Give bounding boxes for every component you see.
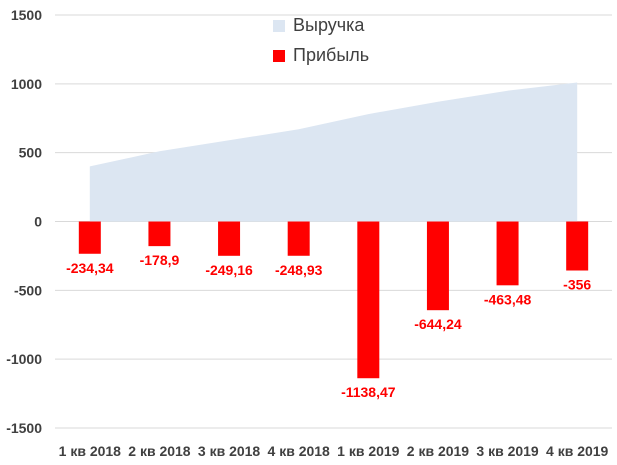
y-tick-label: -1500 bbox=[6, 420, 42, 436]
profit-bar bbox=[566, 221, 589, 271]
x-tick-label: 4 кв 2018 bbox=[268, 443, 331, 459]
profit-data-label: -248,93 bbox=[275, 262, 323, 278]
x-axis: 1 кв 2018 2 кв 2018 3 кв 2018 4 кв 2018 1 кв… bbox=[59, 443, 609, 459]
profit-data-label: -356 bbox=[563, 277, 591, 293]
x-tick-label: 1 кв 2018 bbox=[59, 443, 122, 459]
revenue-area bbox=[89, 82, 578, 222]
y-tick-label: 500 bbox=[19, 145, 43, 161]
legend-swatch bbox=[273, 50, 285, 62]
legend-item-profit: Прибыль bbox=[273, 45, 369, 65]
profit-bar bbox=[496, 221, 519, 286]
data-labels-layer: -234,34 -178,9 -249,16 -248,93 -1138,47 -644,… bbox=[66, 252, 591, 400]
x-tick-label: 3 кв 2019 bbox=[476, 443, 539, 459]
x-tick-label: 3 кв 2018 bbox=[198, 443, 261, 459]
profit-data-label: -1138,47 bbox=[341, 384, 396, 400]
legend: Выручка Прибыль bbox=[273, 15, 369, 65]
profit-bar bbox=[426, 221, 449, 311]
profit-bar bbox=[287, 221, 310, 256]
y-tick-label: 1000 bbox=[11, 76, 42, 92]
profit-data-label: -234,34 bbox=[66, 260, 114, 276]
profit-data-label: -644,24 bbox=[414, 316, 462, 332]
profit-data-label: -463,48 bbox=[484, 291, 532, 307]
profit-data-label: -249,16 bbox=[205, 262, 253, 278]
profit-bar bbox=[78, 221, 101, 254]
x-tick-label: 2 кв 2019 bbox=[407, 443, 470, 459]
legend-swatch bbox=[273, 20, 285, 32]
profit-bar bbox=[218, 221, 241, 256]
y-tick-label: -1000 bbox=[6, 351, 42, 367]
x-tick-label: 2 кв 2018 bbox=[128, 443, 191, 459]
x-tick-label: 1 кв 2019 bbox=[337, 443, 400, 459]
legend-label: Выручка bbox=[293, 15, 365, 35]
legend-item-revenue: Выручка bbox=[273, 15, 365, 35]
legend-label: Прибыль bbox=[293, 45, 369, 65]
x-tick-label: 4 кв 2019 bbox=[546, 443, 609, 459]
y-tick-label: -500 bbox=[14, 282, 42, 298]
profit-bars-layer bbox=[78, 221, 589, 379]
profit-bar bbox=[148, 221, 171, 247]
revenue-area-layer bbox=[89, 82, 578, 222]
y-tick-label: 0 bbox=[34, 214, 42, 230]
profit-bar bbox=[357, 221, 380, 379]
y-axis: 1500 1000 500 0 -500 -1000 -1500 bbox=[6, 7, 42, 436]
y-tick-label: 1500 bbox=[11, 7, 42, 23]
profit-data-label: -178,9 bbox=[140, 252, 180, 268]
